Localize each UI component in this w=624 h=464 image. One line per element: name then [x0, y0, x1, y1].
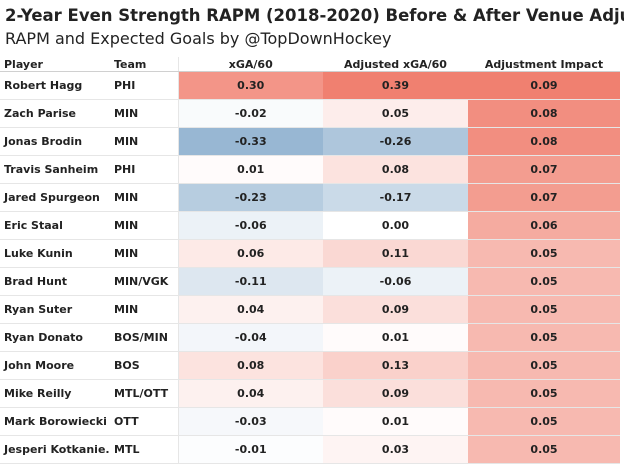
- team-cell: PHI: [110, 155, 178, 184]
- player-cell: Mark Borowiecki: [0, 407, 110, 436]
- player-cell: Ryan Donato: [0, 323, 110, 352]
- header-row: Player Team xGA/60 Adjusted xGA/60 Adjus…: [0, 57, 620, 72]
- team-cell: OTT: [110, 407, 178, 436]
- adjusted-xga-cell: 0.03: [323, 435, 468, 464]
- xga-cell: -0.23: [177, 183, 323, 212]
- team-cell: MTL/OTT: [110, 379, 178, 408]
- xga-cell: -0.11: [177, 267, 323, 296]
- table-row: John Moore BOS 0.08 0.13 0.05: [0, 351, 620, 380]
- adjustment-impact-cell: 0.05: [468, 295, 620, 324]
- adjustment-impact-cell: 0.08: [468, 127, 620, 156]
- xga-cell: -0.06: [177, 211, 323, 240]
- table-body: Robert Hagg PHI 0.30 0.39 0.09 Zach Parise MIN…: [0, 71, 620, 464]
- xga-cell: 0.04: [177, 295, 323, 324]
- team-cell: MIN: [110, 295, 178, 324]
- adjusted-xga-cell: -0.17: [323, 183, 468, 212]
- table-row: Zach Parise MIN -0.02 0.05 0.08: [0, 99, 620, 128]
- player-cell: Jonas Brodin: [0, 127, 110, 156]
- player-cell: Zach Parise: [0, 99, 110, 128]
- table-row: Travis Sanheim PHI 0.01 0.08 0.07: [0, 155, 620, 184]
- team-cell: MIN: [110, 183, 178, 212]
- xga-cell: -0.01: [177, 435, 323, 464]
- team-cell: MIN: [110, 239, 178, 268]
- column-header-xga[interactable]: xGA/60: [177, 57, 323, 72]
- team-cell: BOS/MIN: [110, 323, 178, 352]
- adjusted-xga-cell: 0.09: [323, 295, 468, 324]
- player-cell: John Moore: [0, 351, 110, 380]
- table-row: Mark Borowiecki OTT -0.03 0.01 0.05: [0, 407, 620, 436]
- column-header-adjustment-impact[interactable]: Adjustment Impact: [468, 57, 620, 72]
- rapm-table: Player Team xGA/60 Adjusted xGA/60 Adjus…: [0, 57, 620, 464]
- table-row: Mike Reilly MTL/OTT 0.04 0.09 0.05: [0, 379, 620, 408]
- xga-cell: 0.06: [177, 239, 323, 268]
- team-cell: MIN: [110, 211, 178, 240]
- table-row: Ryan Suter MIN 0.04 0.09 0.05: [0, 295, 620, 324]
- adjusted-xga-cell: 0.05: [323, 99, 468, 128]
- player-cell: Luke Kunin: [0, 239, 110, 268]
- column-header-adjusted-xga[interactable]: Adjusted xGA/60: [323, 57, 468, 72]
- xga-cell: 0.30: [177, 71, 323, 100]
- player-cell: Brad Hunt: [0, 267, 110, 296]
- adjusted-xga-cell: 0.00: [323, 211, 468, 240]
- table-row: Jared Spurgeon MIN -0.23 -0.17 0.07: [0, 183, 620, 212]
- player-cell: Ryan Suter: [0, 295, 110, 324]
- player-cell: Travis Sanheim: [0, 155, 110, 184]
- player-cell: Jesperi Kotkanie..: [0, 435, 110, 464]
- adjustment-impact-cell: 0.08: [468, 99, 620, 128]
- table-row: Robert Hagg PHI 0.30 0.39 0.09: [0, 71, 620, 100]
- xga-cell: -0.03: [177, 407, 323, 436]
- table-title: 2-Year Even Strength RAPM (2018-2020) Be…: [5, 6, 624, 25]
- column-header-player[interactable]: Player: [0, 57, 110, 72]
- xga-cell: 0.01: [177, 155, 323, 184]
- adjusted-xga-cell: 0.08: [323, 155, 468, 184]
- xga-cell: 0.08: [177, 351, 323, 380]
- adjustment-impact-cell: 0.06: [468, 211, 620, 240]
- adjustment-impact-cell: 0.09: [468, 71, 620, 100]
- xga-cell: -0.04: [177, 323, 323, 352]
- adjustment-impact-cell: 0.05: [468, 435, 620, 464]
- adjusted-xga-cell: 0.01: [323, 407, 468, 436]
- player-cell: Eric Staal: [0, 211, 110, 240]
- team-cell: PHI: [110, 71, 178, 100]
- player-cell: Mike Reilly: [0, 379, 110, 408]
- adjustment-impact-cell: 0.05: [468, 323, 620, 352]
- column-header-team[interactable]: Team: [110, 57, 178, 72]
- team-cell: BOS: [110, 351, 178, 380]
- xga-cell: 0.04: [177, 379, 323, 408]
- adjustment-impact-cell: 0.05: [468, 407, 620, 436]
- adjusted-xga-cell: -0.26: [323, 127, 468, 156]
- adjusted-xga-cell: 0.09: [323, 379, 468, 408]
- adjustment-impact-cell: 0.05: [468, 239, 620, 268]
- adjustment-impact-cell: 0.07: [468, 155, 620, 184]
- table-row: Luke Kunin MIN 0.06 0.11 0.05: [0, 239, 620, 268]
- table-row: Ryan Donato BOS/MIN -0.04 0.01 0.05: [0, 323, 620, 352]
- table-row: Brad Hunt MIN/VGK -0.11 -0.06 0.05: [0, 267, 620, 296]
- player-cell: Robert Hagg: [0, 71, 110, 100]
- table-row: Jonas Brodin MIN -0.33 -0.26 0.08: [0, 127, 620, 156]
- table-row: Eric Staal MIN -0.06 0.00 0.06: [0, 211, 620, 240]
- player-cell: Jared Spurgeon: [0, 183, 110, 212]
- adjusted-xga-cell: 0.13: [323, 351, 468, 380]
- adjustment-impact-cell: 0.05: [468, 267, 620, 296]
- adjusted-xga-cell: 0.01: [323, 323, 468, 352]
- adjusted-xga-cell: 0.39: [323, 71, 468, 100]
- adjustment-impact-cell: 0.05: [468, 379, 620, 408]
- team-cell: MIN: [110, 99, 178, 128]
- xga-cell: -0.02: [177, 99, 323, 128]
- adjustment-impact-cell: 0.07: [468, 183, 620, 212]
- team-cell: MTL: [110, 435, 178, 464]
- adjusted-xga-cell: -0.06: [323, 267, 468, 296]
- team-cell: MIN: [110, 127, 178, 156]
- table-row: Jesperi Kotkanie.. MTL -0.01 0.03 0.05: [0, 435, 620, 464]
- table-subtitle: RAPM and Expected Goals by @TopDownHocke…: [5, 29, 392, 48]
- adjustment-impact-cell: 0.05: [468, 351, 620, 380]
- xga-cell: -0.33: [177, 127, 323, 156]
- adjusted-xga-cell: 0.11: [323, 239, 468, 268]
- team-cell: MIN/VGK: [110, 267, 178, 296]
